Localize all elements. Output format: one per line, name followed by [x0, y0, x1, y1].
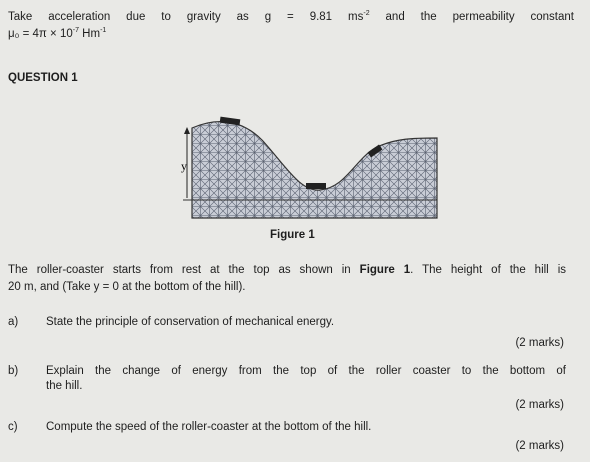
figure: y: [181, 116, 438, 219]
question-title: QUESTION 1: [8, 72, 78, 84]
superscript: -7: [72, 27, 79, 34]
part-text: Explain the change of energy from the to…: [46, 365, 566, 377]
part-text: Compute the speed of the roller-coaster …: [46, 421, 372, 433]
intro-line: 20 m, and (Take y = 0 at the bottom of t…: [8, 281, 246, 293]
text: . The height of the hill is: [410, 264, 567, 276]
part-marks: (2 marks): [515, 337, 564, 349]
hill: [191, 120, 438, 219]
arrow-head: [184, 127, 190, 134]
y-label: y: [181, 159, 187, 173]
part-text: State the principle of conservation of m…: [46, 316, 335, 328]
text: The roller-coaster starts from rest at t…: [8, 264, 351, 276]
part-text: the hill.: [46, 380, 83, 392]
part-marks: (2 marks): [515, 440, 564, 452]
superscript: -2: [363, 10, 370, 17]
intro-line: The roller-coaster starts from rest at t…: [8, 264, 566, 276]
header-line: Take acceleration due to gravity as g = …: [8, 10, 574, 23]
part-marks: (2 marks): [515, 399, 564, 411]
car: [367, 144, 383, 158]
bold-text: Figure 1: [359, 264, 411, 276]
superscript: -1: [100, 27, 107, 34]
text: Take acceleration due to gravity as g = …: [8, 10, 364, 23]
text: μ₀ = 4π × 10: [8, 27, 73, 40]
part-label: c): [8, 421, 18, 433]
car: [219, 116, 241, 126]
figure-caption: Figure 1: [270, 229, 315, 241]
header-line: μ₀ = 4π × 10-7 Hm-1: [8, 27, 106, 40]
text: Hm: [82, 27, 101, 40]
part-label: a): [8, 316, 19, 328]
part-label: b): [8, 365, 19, 377]
car: [306, 183, 326, 189]
text: and the permeability constant: [385, 10, 574, 23]
